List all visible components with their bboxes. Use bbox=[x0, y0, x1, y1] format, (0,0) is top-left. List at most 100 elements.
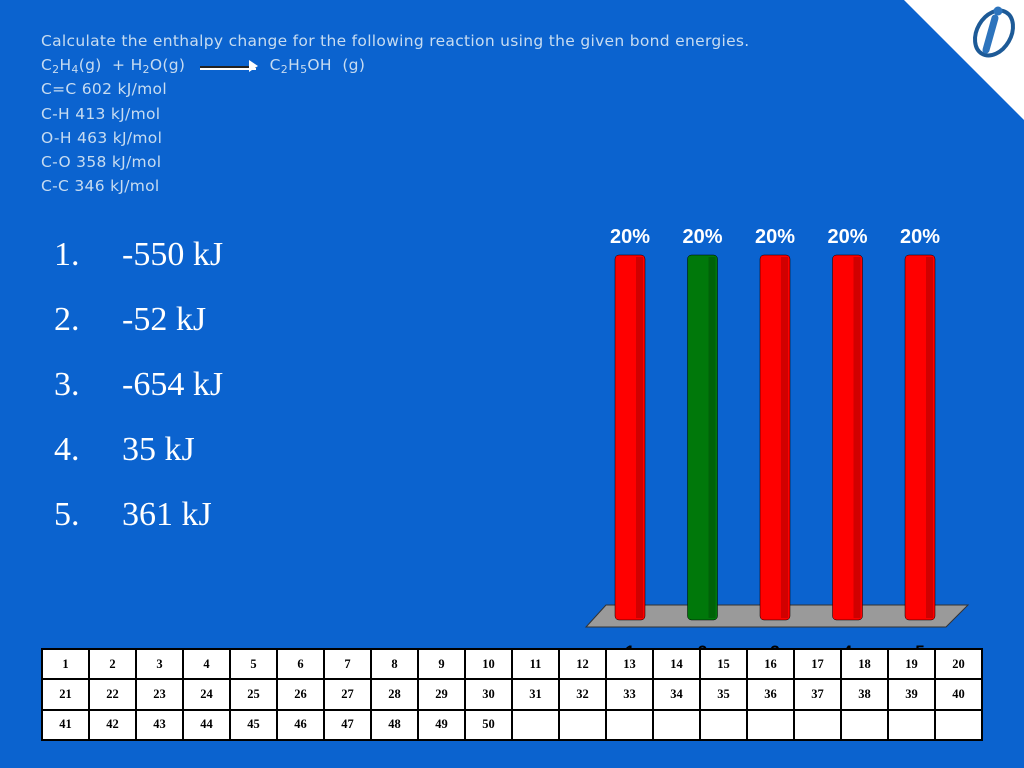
reaction-equation: C2H4(g) + H2O(g) C2H5OH (g) bbox=[41, 56, 366, 77]
grid-cell: 45 bbox=[229, 708, 278, 742]
grid-cell: 20 bbox=[934, 647, 983, 681]
answer-option-3[interactable]: 3. -654 kJ bbox=[54, 366, 224, 403]
grid-cell: 35 bbox=[699, 678, 748, 711]
grid-cell: 34 bbox=[652, 678, 701, 711]
answer-option-5[interactable]: 5. 361 kJ bbox=[54, 496, 212, 533]
grid-cell: 14 bbox=[652, 647, 701, 681]
grid-cell bbox=[746, 708, 795, 742]
bond-energy-item: C-C 346 kJ/mol bbox=[41, 177, 160, 196]
bar-shade bbox=[781, 257, 788, 618]
grid-cell: 17 bbox=[793, 647, 842, 681]
grid-cell: 31 bbox=[511, 678, 560, 711]
grid-cell: 2 bbox=[88, 647, 137, 681]
grid-cell: 11 bbox=[511, 647, 560, 681]
grid-cell: 46 bbox=[276, 708, 325, 742]
grid-cell: 39 bbox=[887, 678, 936, 711]
grid-row: 21 22 23 24 25 26 27 28 29 30 31 32 33 34 35 36 37 38 39 40 bbox=[41, 678, 983, 711]
grid-cell: 4 bbox=[182, 647, 231, 681]
bar-value-label: 20% bbox=[900, 226, 940, 248]
answer-list: 1. -550 kJ 2. -52 kJ 3. -654 kJ 4. 35 kJ 5. 3… bbox=[54, 226, 223, 551]
grid-cell bbox=[699, 708, 748, 742]
bar-shade bbox=[926, 257, 933, 618]
bond-energy-item: C-H 413 kJ/mol bbox=[41, 104, 161, 123]
grid-cell: 48 bbox=[370, 708, 419, 742]
answer-text: -550 kJ bbox=[122, 236, 224, 273]
grid-cell: 3 bbox=[135, 647, 184, 681]
bar-5 bbox=[904, 254, 936, 621]
bar-shade bbox=[636, 257, 643, 618]
grid-cell: 50 bbox=[464, 708, 513, 742]
answer-text: -654 kJ bbox=[122, 366, 224, 403]
grid-cell: 9 bbox=[417, 647, 466, 681]
grid-cell: 38 bbox=[840, 678, 889, 711]
bond-energy-item: C-O 358 kJ/mol bbox=[41, 153, 162, 172]
grid-cell: 15 bbox=[699, 647, 748, 681]
grid-cell: 10 bbox=[464, 647, 513, 681]
grid-cell: 6 bbox=[276, 647, 325, 681]
bar-shade bbox=[853, 257, 861, 618]
grid-cell bbox=[793, 708, 842, 742]
bond-energy-item: C=C 602 kJ/mol bbox=[41, 80, 167, 99]
grid-cell: 43 bbox=[135, 708, 184, 742]
grid-cell: 16 bbox=[746, 647, 795, 681]
answer-text: 35 kJ bbox=[122, 431, 195, 468]
grid-cell: 1 bbox=[41, 647, 90, 681]
grid-cell: 26 bbox=[276, 678, 325, 711]
bar-4 bbox=[832, 254, 863, 621]
grid-cell: 28 bbox=[370, 678, 419, 711]
grid-cell bbox=[605, 708, 654, 742]
bar-1 bbox=[614, 254, 646, 621]
grid-cell bbox=[840, 708, 889, 742]
turningpoint-logo-icon bbox=[973, 6, 1015, 58]
reaction-arrow-icon bbox=[200, 58, 259, 73]
grid-cell: 29 bbox=[417, 678, 466, 711]
grid-cell: 22 bbox=[88, 678, 137, 711]
grid-cell: 44 bbox=[182, 708, 231, 742]
answer-option-1[interactable]: 1. -550 kJ bbox=[54, 236, 224, 273]
bar-value-label: 20% bbox=[610, 226, 650, 248]
grid-cell: 13 bbox=[605, 647, 654, 681]
bar-value-label: 20% bbox=[682, 226, 722, 248]
grid-cell: 5 bbox=[229, 647, 278, 681]
grid-cell: 40 bbox=[934, 678, 983, 711]
bar-value-label: 20% bbox=[827, 226, 867, 248]
answer-option-2[interactable]: 2. -52 kJ bbox=[54, 301, 207, 338]
bar-3 bbox=[759, 254, 791, 621]
grid-cell: 32 bbox=[558, 678, 607, 711]
grid-cell: 12 bbox=[558, 647, 607, 681]
grid-cell: 33 bbox=[605, 678, 654, 711]
question-prompt: Calculate the enthalpy change for the fo… bbox=[41, 32, 750, 50]
grid-cell: 27 bbox=[323, 678, 372, 711]
grid-cell: 47 bbox=[323, 708, 372, 742]
grid-row: 41 42 43 44 45 46 47 48 49 50 bbox=[41, 708, 983, 742]
response-bar-chart: 20%120%220%320%420%5 bbox=[584, 226, 970, 661]
grid-cell: 30 bbox=[464, 678, 513, 711]
grid-cell: 42 bbox=[88, 708, 137, 742]
grid-cell: 21 bbox=[41, 678, 90, 711]
grid-cell bbox=[934, 708, 983, 742]
grid-cell: 18 bbox=[840, 647, 889, 681]
grid-cell: 49 bbox=[417, 708, 466, 742]
grid-cell: 25 bbox=[229, 678, 278, 711]
response-grid: 1 2 3 4 5 6 7 8 9 10 11 12 13 14 15 16 17 18 19 20 21 22 23 24 2… bbox=[41, 647, 983, 742]
bar-2 bbox=[687, 254, 718, 621]
grid-row: 1 2 3 4 5 6 7 8 9 10 11 12 13 14 15 16 17 18 19 20 bbox=[41, 647, 983, 681]
grid-cell: 41 bbox=[41, 708, 90, 742]
answer-text: -52 kJ bbox=[122, 301, 207, 338]
grid-cell: 7 bbox=[323, 647, 372, 681]
grid-cell: 24 bbox=[182, 678, 231, 711]
grid-cell: 19 bbox=[887, 647, 936, 681]
grid-cell bbox=[652, 708, 701, 742]
bond-energy-item: O-H 463 kJ/mol bbox=[41, 128, 163, 147]
grid-cell bbox=[558, 708, 607, 742]
answer-option-4[interactable]: 4. 35 kJ bbox=[54, 431, 195, 468]
grid-cell: 36 bbox=[746, 678, 795, 711]
grid-cell: 23 bbox=[135, 678, 184, 711]
grid-cell: 37 bbox=[793, 678, 842, 711]
bar-value-label: 20% bbox=[755, 226, 795, 248]
grid-cell bbox=[887, 708, 936, 742]
answer-text: 361 kJ bbox=[122, 496, 212, 533]
grid-cell: 8 bbox=[370, 647, 419, 681]
bar-shade bbox=[708, 257, 716, 618]
grid-cell bbox=[511, 708, 560, 742]
